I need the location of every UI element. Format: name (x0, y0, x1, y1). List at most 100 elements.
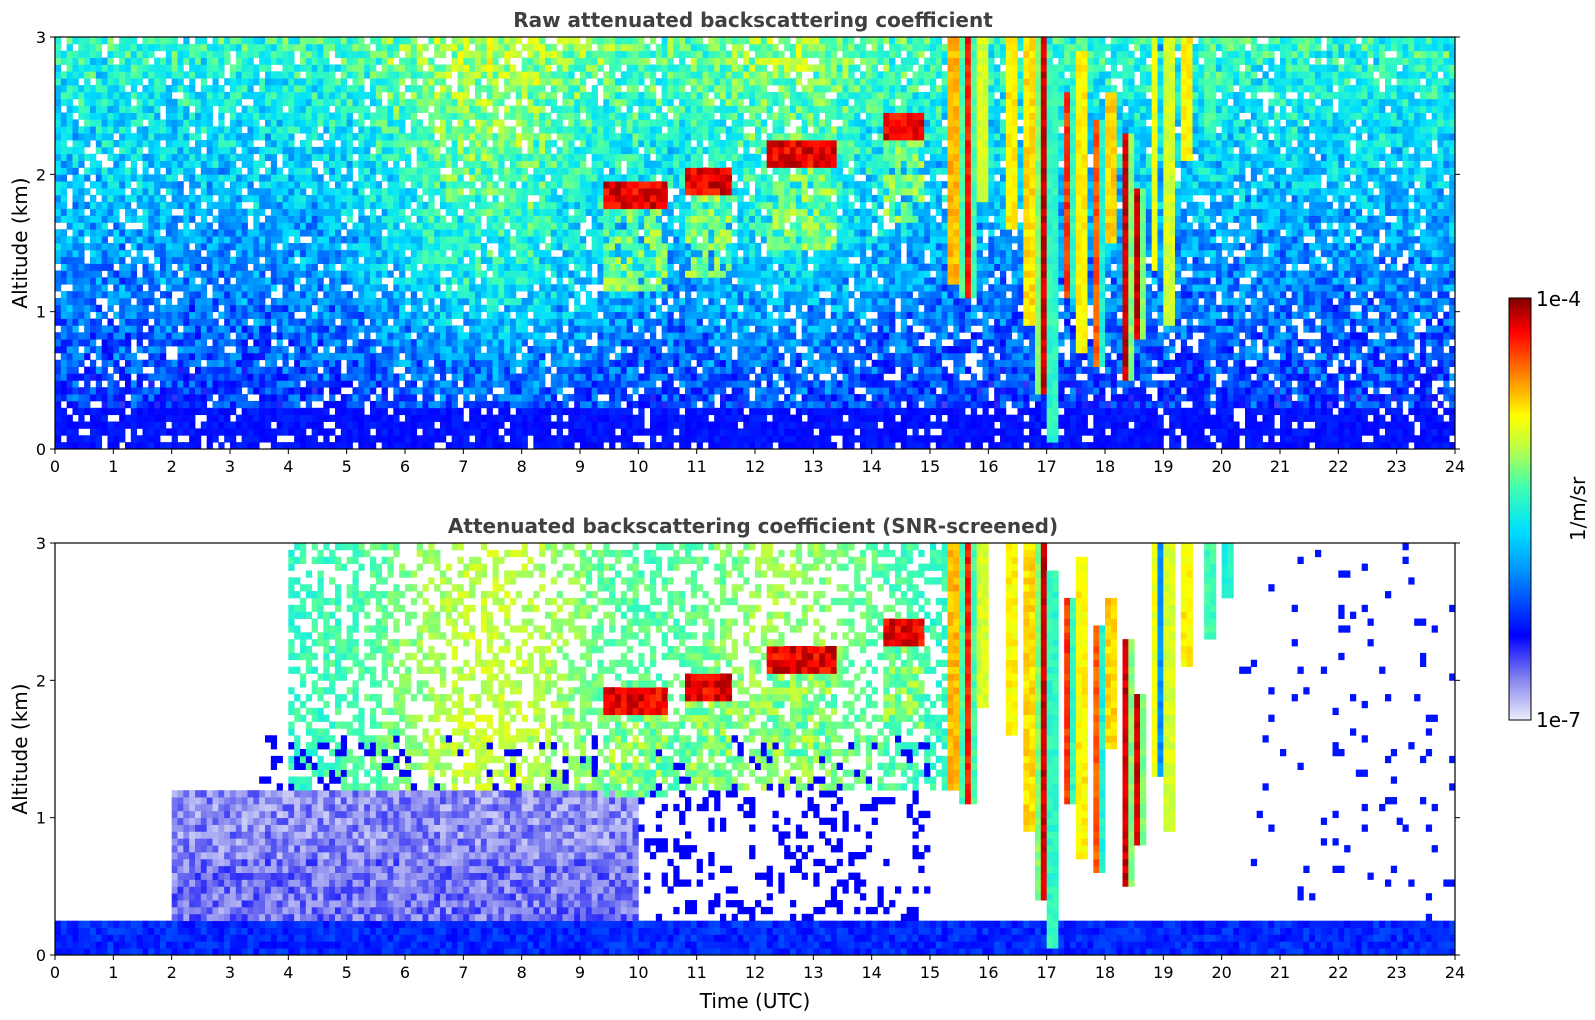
heat-cell (591, 146, 598, 155)
heat-cell (498, 146, 505, 155)
heat-cell (206, 380, 213, 388)
heat-cell (189, 188, 196, 196)
heat-cell (434, 414, 441, 422)
heat-cell (451, 236, 458, 244)
heat-cell (591, 215, 598, 223)
heat-cell (253, 91, 260, 100)
heat-cell (562, 98, 569, 107)
heat-cell (346, 229, 353, 237)
heat-cell (387, 37, 394, 45)
heat-cell (218, 146, 225, 155)
heat-cell (136, 284, 143, 292)
heat-cell (597, 291, 604, 299)
heat-cell (195, 270, 202, 278)
heat-cell (463, 277, 470, 285)
heat-cell (591, 346, 598, 354)
heat-cell (410, 91, 418, 100)
heat-cell (591, 400, 598, 409)
heat-cell (498, 284, 505, 292)
heat-cell (125, 373, 132, 381)
heat-cell (457, 105, 464, 113)
heat-cell (95, 78, 103, 86)
heat-cell (119, 387, 126, 395)
heat-cell (533, 119, 540, 127)
heat-cell (545, 304, 552, 313)
heat-cell (410, 208, 418, 216)
heat-cell (527, 91, 534, 100)
heat-cell (235, 387, 243, 395)
heat-cell (300, 346, 307, 354)
heat-cell (125, 208, 132, 216)
heat-cell (276, 277, 283, 285)
heat-cell (585, 394, 593, 402)
heat-cell (78, 194, 85, 203)
heat-cell (340, 71, 348, 79)
heat-cell (276, 270, 283, 278)
heat-cell (66, 57, 73, 65)
heat-cell (84, 229, 91, 237)
heat-cell (556, 339, 563, 347)
heat-cell (393, 126, 400, 134)
heat-cell (556, 407, 563, 416)
heat-cell (329, 222, 336, 230)
heat-cell (434, 407, 441, 416)
heat-cell (130, 284, 138, 292)
heat-cell (294, 394, 301, 402)
heat-cell (574, 435, 581, 443)
heat-cell (585, 387, 593, 395)
heat-cell (113, 270, 120, 278)
heat-cell (101, 325, 108, 333)
heat-cell (206, 277, 213, 285)
heat-cell (235, 85, 243, 93)
heat-cell (527, 236, 534, 244)
heat-cell (370, 366, 377, 374)
heat-cell (329, 256, 336, 264)
heat-cell (60, 318, 68, 326)
heat-cell (154, 71, 161, 79)
heat-cell (230, 325, 237, 333)
heat-cell (358, 98, 365, 107)
heat-cell (440, 256, 447, 264)
heat-cell (311, 37, 318, 45)
heat-cell (101, 243, 108, 251)
heat-cell (119, 140, 126, 148)
heat-cell (422, 222, 429, 230)
heat-cell (66, 400, 73, 409)
heat-cell (457, 325, 464, 333)
heat-cell (60, 291, 68, 299)
heat-cell (218, 222, 225, 230)
heat-cell (183, 400, 190, 409)
heat-cell (591, 181, 598, 189)
heat-cell (160, 291, 167, 299)
heat-cell (165, 91, 173, 100)
heat-cell (574, 181, 581, 189)
heat-cell (154, 112, 161, 120)
heat-cell (90, 153, 97, 161)
heat-cell (504, 174, 511, 182)
heat-cell (311, 174, 318, 182)
heat-cell (405, 387, 412, 395)
heat-cell (597, 188, 604, 196)
heat-cell (451, 387, 458, 395)
heat-cell (492, 332, 499, 340)
heat-cell (171, 222, 178, 230)
heat-cell (370, 71, 377, 79)
heat-cell (148, 297, 155, 306)
heat-cell (399, 311, 406, 319)
heat-cell (247, 229, 254, 237)
heat-cell (492, 394, 499, 402)
heat-cell (422, 387, 429, 395)
heat-cell (107, 339, 114, 347)
heat-cell (183, 394, 190, 402)
heat-cell (276, 256, 283, 264)
heat-cell (119, 174, 126, 182)
heat-cell (580, 146, 587, 155)
heat-cell (358, 194, 365, 203)
heat-cell (235, 249, 243, 258)
heat-cell (183, 284, 190, 292)
heat-cell (72, 64, 79, 72)
heat-cell (113, 277, 120, 285)
heat-cell (515, 215, 523, 223)
heat-cell (189, 332, 196, 340)
heat-cell (177, 421, 184, 429)
